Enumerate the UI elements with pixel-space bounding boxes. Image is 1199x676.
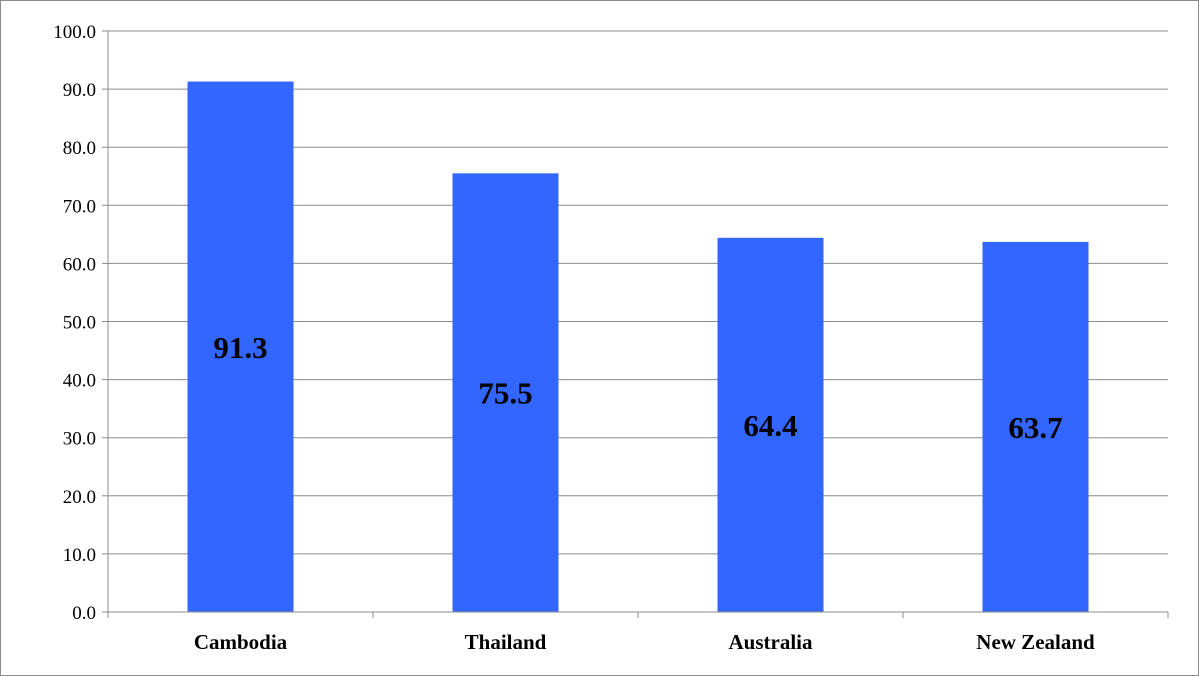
y-tick-label: 90.0 (63, 80, 96, 101)
category-label: Thailand (465, 630, 547, 654)
y-tick-label: 50.0 (63, 313, 96, 334)
bar-new-zealand (982, 241, 1089, 612)
y-tick-label: 30.0 (63, 429, 96, 450)
y-tick-labels: 0.0 10.0 20.0 30.0 40.0 50.0 60.0 70.0 80.0 90.0 1… (53, 22, 96, 624)
data-labels: 91.3 75.5 64.4 63.7 (213, 330, 1062, 445)
category-label: Cambodia (194, 630, 288, 654)
bars (187, 81, 1089, 612)
y-tick-label: 80.0 (63, 138, 96, 159)
y-tick-label: 70.0 (63, 196, 96, 217)
data-label: 75.5 (478, 376, 532, 411)
axes (107, 31, 1169, 618)
y-tick-label: 100.0 (53, 22, 96, 43)
bar-thailand (452, 173, 559, 612)
category-labels: Cambodia Thailand Australia New Zealand (194, 630, 1095, 654)
bar-australia (717, 237, 824, 612)
data-label: 63.7 (1008, 410, 1062, 445)
category-label: New Zealand (976, 630, 1095, 654)
data-label: 91.3 (213, 330, 267, 365)
data-label: 64.4 (743, 408, 797, 443)
y-tick-label: 60.0 (63, 254, 96, 275)
y-tick-label: 0.0 (72, 603, 96, 624)
y-tick-label: 20.0 (63, 487, 96, 508)
category-label: Australia (729, 630, 814, 654)
y-tick-label: 10.0 (63, 545, 96, 566)
bar-cambodia (187, 81, 294, 612)
y-tick-label: 40.0 (63, 371, 96, 392)
